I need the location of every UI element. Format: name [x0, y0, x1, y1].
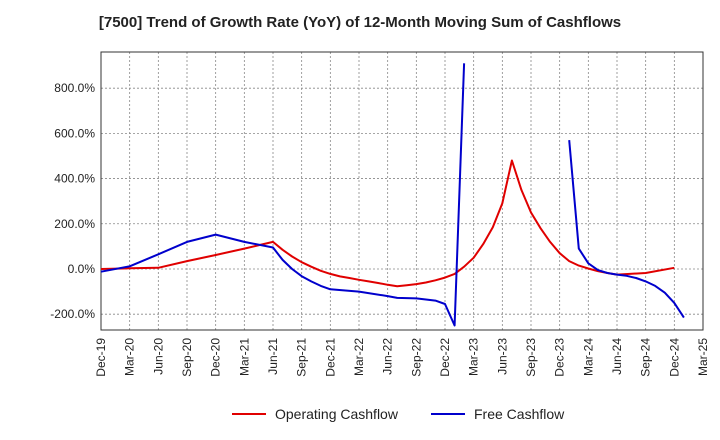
- x-tick-label: Mar-20: [123, 338, 137, 376]
- x-tick-label: Dec-23: [553, 338, 567, 377]
- y-tick-label: 200.0%: [54, 217, 95, 231]
- x-tick-label: Sep-24: [639, 338, 653, 377]
- x-tick-label: Dec-19: [94, 338, 108, 377]
- y-tick-label: 800.0%: [54, 81, 95, 95]
- y-tick-label: -200.0%: [50, 307, 95, 321]
- y-tick-label: 400.0%: [54, 172, 95, 186]
- x-tick-label: Sep-20: [180, 338, 194, 377]
- legend-label: Operating Cashflow: [275, 406, 399, 422]
- x-tick-label: Mar-23: [467, 338, 481, 376]
- x-tick-label: Mar-21: [237, 338, 251, 376]
- x-tick-label: Mar-25: [696, 338, 710, 376]
- x-tick-label: Jun-20: [151, 338, 165, 375]
- x-tick-label: Dec-20: [209, 338, 223, 377]
- plot-border: [100, 51, 704, 331]
- x-tick-label: Sep-22: [409, 338, 423, 377]
- series-line-operating-cashflow: [100, 159, 675, 288]
- x-tick-label: Sep-23: [524, 338, 538, 377]
- x-tick-label: Sep-21: [295, 338, 309, 377]
- x-tick-label: Jun-22: [381, 338, 395, 375]
- x-tick-label: Dec-24: [667, 338, 681, 377]
- chart-title: [7500] Trend of Growth Rate (YoY) of 12-…: [98, 14, 622, 31]
- x-tick-label: Dec-21: [323, 338, 337, 377]
- x-tick-label: Dec-22: [438, 338, 452, 377]
- legend-label: Free Cashflow: [474, 406, 565, 422]
- series-line-free-cashflow: [100, 63, 685, 327]
- y-tick-label: 600.0%: [54, 126, 95, 140]
- x-tick-label: Jun-24: [610, 338, 624, 375]
- x-tick-label: Mar-24: [581, 338, 595, 376]
- x-tick-label: Jun-21: [266, 338, 280, 375]
- y-tick-label: 0.0%: [68, 262, 96, 276]
- x-tick-label: Mar-22: [352, 338, 366, 376]
- x-tick-label: Jun-23: [495, 338, 509, 375]
- plot-area: [101, 52, 703, 330]
